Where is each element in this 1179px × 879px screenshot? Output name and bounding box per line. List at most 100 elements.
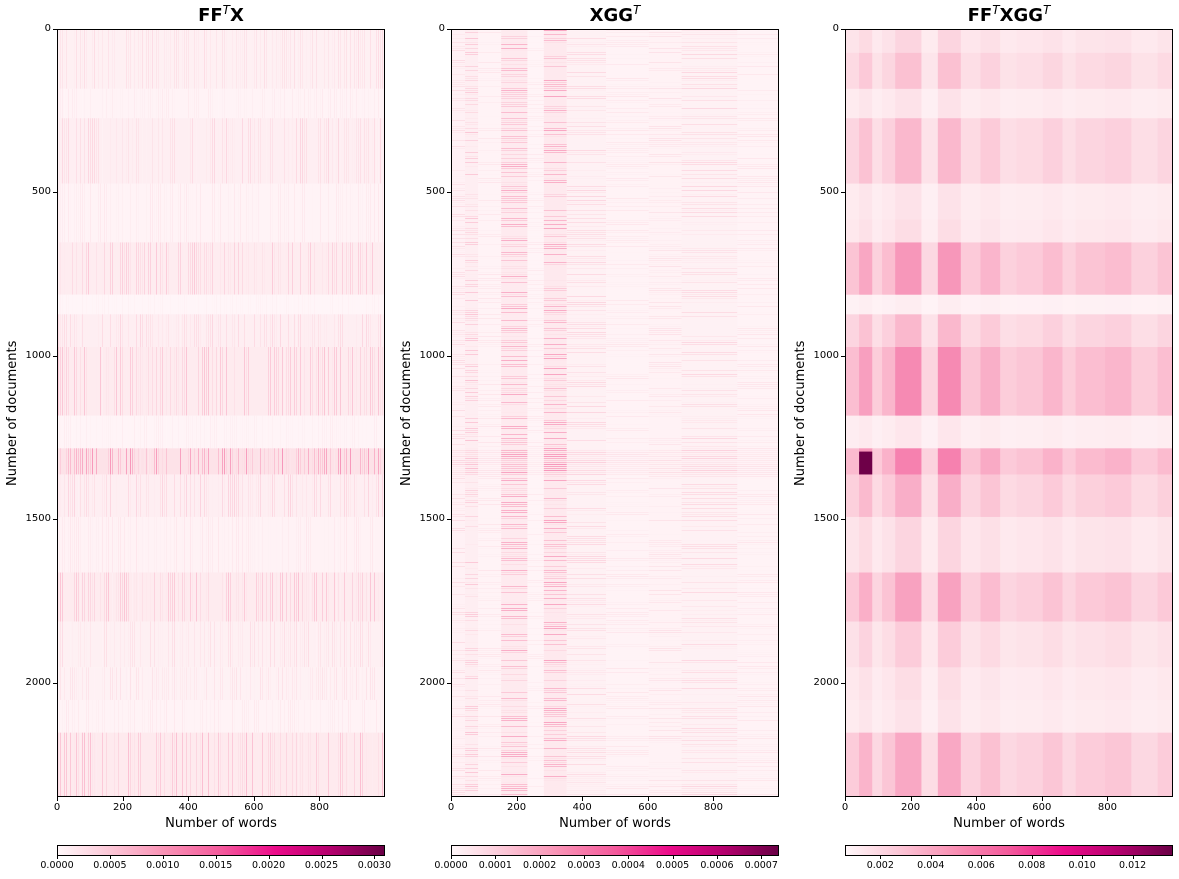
heatmap-stripe [566,200,607,201]
heatmap-stripe [465,40,479,41]
heatmap-cell [1016,294,1044,315]
heatmap-stripe [681,446,738,447]
heatmap-stripe [68,448,69,475]
heatmap-stripe [62,699,63,733]
heatmap-stripe [452,100,466,101]
heatmap-stripe [94,30,95,89]
heatmap-stripe [606,186,649,187]
heatmap-stripe [382,516,383,573]
heatmap-highlight [543,457,567,459]
heatmap-stripe [606,580,649,581]
heatmap-stripe [340,732,341,796]
heatmap-stripe [478,340,502,341]
heatmap-stripe [543,320,567,321]
heatmap-stripe [174,732,175,796]
heatmap-stripe [326,621,327,668]
heatmap-stripe [72,415,73,449]
heatmap-stripe [260,516,261,573]
heatmap-stripe [234,347,235,416]
heatmap-stripe [374,415,375,449]
heatmap-highlight [566,463,607,465]
heatmap-cell [1131,667,1159,701]
heatmap-stripe [737,682,778,683]
heatmap-stripe [256,183,257,243]
heatmap-stripe [501,546,528,547]
heatmap-stripe [543,306,567,307]
heatmap-stripe [543,56,567,57]
heatmap-stripe [162,516,163,573]
heatmap-stripe [737,114,778,115]
heatmap-cell [1131,314,1159,348]
heatmap-cell [882,699,896,734]
heatmap-cell [1042,474,1063,518]
heatmap-stripe [364,699,365,733]
heatmap-stripe [606,240,649,241]
heatmap-stripe [222,621,223,668]
heatmap-stripe [465,754,479,755]
heatmap-stripe [452,330,466,331]
heatmap-stripe [648,764,682,765]
heatmap-stripe [527,406,544,407]
heatmap-stripe [188,621,189,668]
y-tick-mark [841,519,845,521]
heatmap-stripe [170,347,171,416]
heatmap-stripe [210,118,211,184]
heatmap-stripe [116,474,117,517]
heatmap-stripe [566,594,607,595]
y-tick-label: 0 [438,23,445,34]
heatmap-stripe [737,94,778,95]
heatmap-stripe [270,183,271,243]
heatmap-cell [960,183,981,221]
heatmap-stripe [270,732,271,796]
heatmap-stripe [336,347,337,416]
heatmap-stripe [200,667,201,700]
heatmap-stripe [246,314,247,348]
heatmap-stripe [478,244,502,245]
heatmap-stripe [737,544,778,545]
heatmap-stripe [452,436,466,437]
heatmap-stripe [543,712,567,713]
heatmap-stripe [202,448,203,475]
heatmap-stripe [465,262,479,263]
heatmap-stripe [226,347,227,416]
heatmap-stripe [122,242,123,295]
heatmap-stripe [340,621,341,668]
heatmap-stripe [286,667,287,700]
heatmap-stripe [306,30,307,89]
heatmap-stripe [681,526,738,527]
heatmap-stripe [384,118,385,183]
heatmap-stripe [681,476,738,477]
heatmap-stripe [606,630,649,631]
heatmap-stripe [266,667,267,700]
heatmap-stripe [566,422,607,423]
heatmap-stripe [60,474,61,517]
heatmap-stripe [648,634,682,635]
heatmap-stripe [102,415,103,449]
heatmap-stripe [106,732,107,796]
heatmap-stripe [242,294,243,315]
heatmap-stripe [527,338,544,339]
heatmap-stripe [566,44,607,45]
heatmap-stripe [501,64,528,65]
heatmap-stripe [681,352,738,353]
heatmap-stripe [102,30,103,89]
heatmap-stripe [478,724,502,725]
heatmap-stripe [132,667,133,700]
heatmap-stripe [248,294,249,315]
heatmap-cell [1000,474,1018,518]
heatmap-stripe [606,748,649,749]
heatmap-stripe [543,740,567,741]
heatmap-stripe [178,242,179,295]
heatmap-stripe [374,30,375,89]
heatmap-stripe [737,330,778,331]
heatmap-stripe [204,667,205,700]
heatmap-stripe [681,86,738,87]
heatmap-stripe [648,68,682,69]
heatmap-stripe [648,620,682,621]
heatmap-stripe [737,86,778,87]
heatmap-stripe [606,222,649,223]
heatmap-stripe [566,750,607,751]
heatmap-stripe [452,504,466,505]
heatmap-stripe [737,634,778,635]
heatmap-stripe [186,415,187,449]
